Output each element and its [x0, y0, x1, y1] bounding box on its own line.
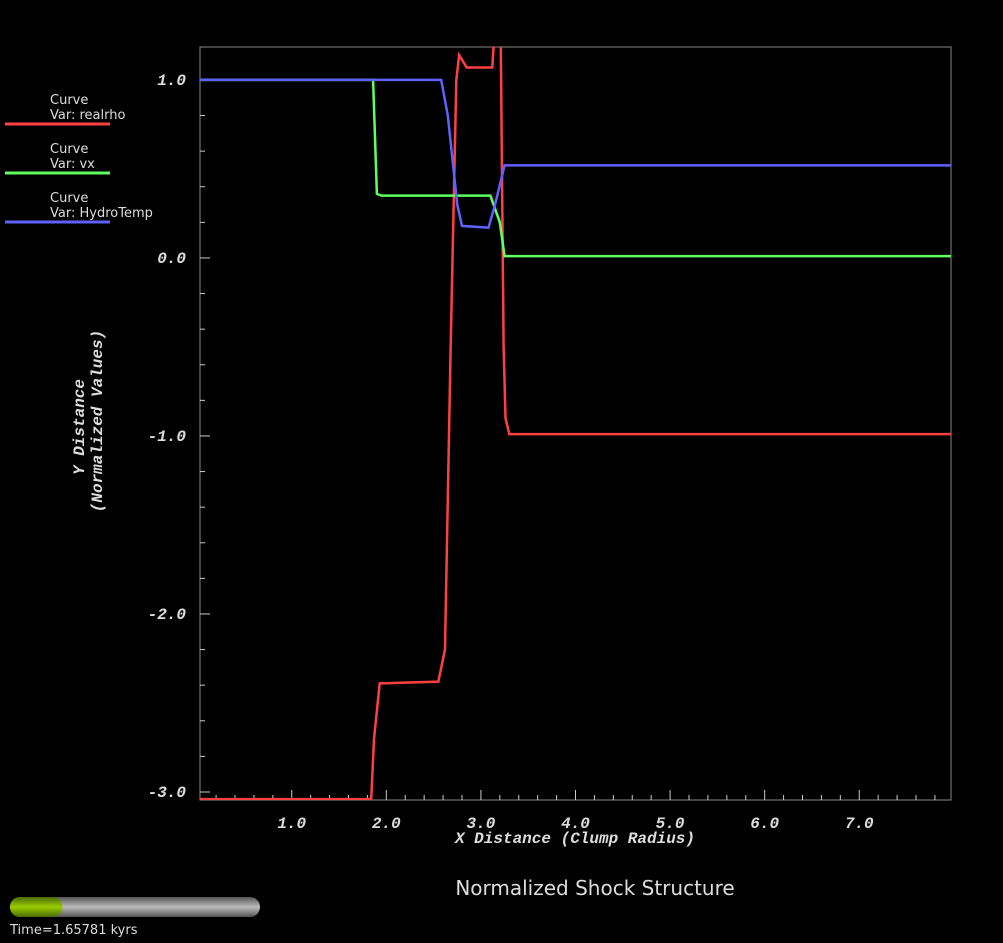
x-tick-label: 3.0	[467, 815, 496, 833]
time-bar-track	[10, 897, 260, 917]
legend-label: Var: HydroTemp	[50, 206, 153, 221]
time-progress	[10, 897, 63, 917]
legend-label: Var: vx	[50, 157, 95, 172]
y-tick-label: -3.0	[148, 784, 187, 802]
plot-area	[200, 47, 951, 800]
x-tick-label: 2.0	[372, 815, 401, 833]
y-axis-label: (Normalized Values)	[89, 330, 107, 512]
x-tick-label: 6.0	[750, 815, 779, 833]
legend-title: Curve	[50, 191, 88, 206]
legend-title: Curve	[50, 93, 88, 108]
legend-label: Var: realrho	[50, 108, 125, 123]
plot-frame	[199, 46, 952, 801]
y-axis-label: Y Distance	[71, 379, 89, 475]
time-label: Time=1.65781 kyrs	[9, 923, 138, 938]
data-line	[200, 47, 951, 800]
y-tick-label: 0.0	[157, 250, 186, 268]
chart-title: Normalized Shock Structure	[455, 876, 734, 900]
y-tick-label: 1.0	[157, 72, 186, 90]
data-line	[200, 78, 951, 258]
x-tick-label: 4.0	[561, 815, 590, 833]
y-tick-label: -2.0	[148, 606, 187, 624]
legend-title: Curve	[50, 142, 88, 157]
data-line	[200, 78, 951, 229]
x-tick-label: 5.0	[656, 815, 685, 833]
x-tick-label: 1.0	[277, 815, 306, 833]
y-tick-label: -1.0	[148, 428, 187, 446]
x-axis-label: X Distance (Clump Radius)	[454, 830, 695, 848]
x-tick-label: 7.0	[845, 815, 874, 833]
